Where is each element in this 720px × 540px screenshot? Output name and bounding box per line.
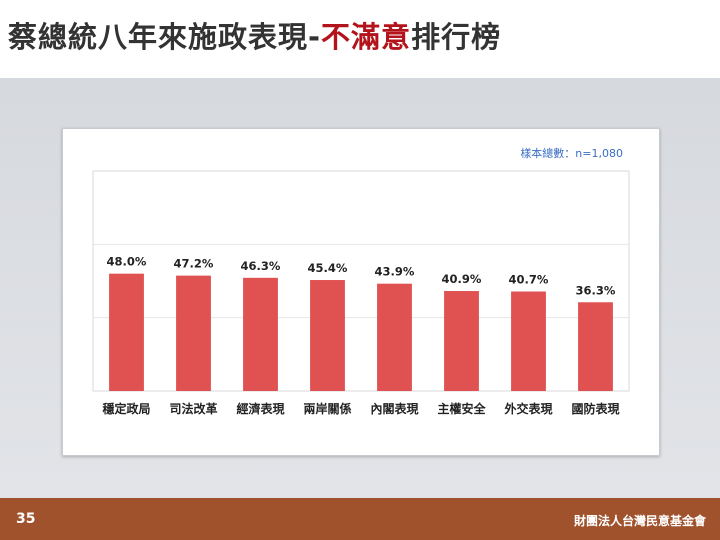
data-label-4: 45.4% (308, 261, 348, 275)
bar-1 (109, 273, 144, 391)
data-label-7: 40.7% (509, 273, 549, 287)
chart-panel: 樣本總數：n=1,080 48.0% 穩定政局 47.2% 司法改革 46.3% 經濟表現… (62, 128, 660, 456)
organization-name: 財團法人台灣民意基金會 (573, 514, 706, 528)
bar-5 (377, 283, 412, 391)
data-label-6: 40.9% (442, 272, 482, 286)
footer-bar: 35 財團法人台灣民意基金會 (0, 498, 720, 540)
bar-4 (310, 280, 345, 391)
bar-2 (176, 275, 211, 391)
category-label-5: 內閣表現 (370, 401, 418, 416)
page-title: 蔡總統八年來施政表現-不滿意排行榜 (8, 14, 501, 56)
category-label-8: 國防表現 (571, 401, 619, 416)
page-number: 35 (16, 511, 36, 527)
title-highlight: 不滿意 (321, 20, 412, 54)
category-label-6: 主權安全 (437, 401, 486, 416)
data-label-5: 43.9% (375, 265, 415, 279)
plot-area (92, 170, 630, 392)
title-part1: 蔡總統八年來施政表現- (8, 20, 322, 54)
bar-chart: 48.0% 穩定政局 47.2% 司法改革 46.3% 經濟表現 45.4% 兩岸關係 43.9… (92, 170, 630, 416)
bar-8 (578, 302, 613, 391)
data-label-3: 46.3% (241, 259, 281, 273)
bar-3 (243, 277, 278, 391)
category-label-3: 經濟表現 (236, 401, 284, 416)
category-label-7: 外交表現 (504, 401, 552, 416)
sample-size-note: 樣本總數：n=1,080 (520, 147, 623, 160)
category-label-1: 穩定政局 (102, 401, 150, 416)
data-label-8: 36.3% (576, 283, 616, 297)
title-part2: 排行榜 (411, 20, 502, 54)
category-label-4: 兩岸關係 (303, 401, 351, 416)
data-label-2: 47.2% (174, 257, 214, 271)
bar-6 (444, 291, 479, 391)
bar-7 (511, 291, 546, 391)
data-label-1: 48.0% (107, 255, 147, 269)
category-label-2: 司法改革 (169, 401, 217, 416)
